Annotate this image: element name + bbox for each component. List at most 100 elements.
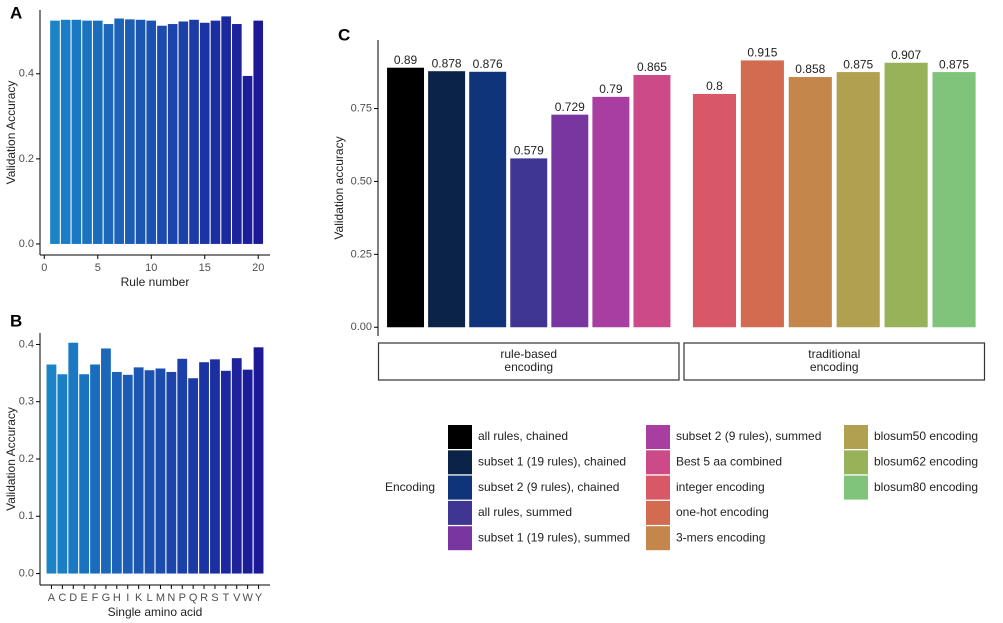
- bar: [60, 19, 71, 244]
- bar: [788, 77, 832, 328]
- bar: [633, 74, 671, 328]
- y-tick-label: 0.25: [351, 248, 372, 260]
- y-tick-label: 0.2: [19, 453, 34, 465]
- x-tick-label: E: [80, 592, 87, 604]
- facet-strip: [377, 342, 680, 381]
- y-axis-title: Validation Accuracy: [4, 81, 18, 185]
- bar: [836, 72, 880, 328]
- bar: [90, 364, 100, 574]
- bar: [57, 374, 68, 574]
- bar: [253, 347, 264, 574]
- x-tick-label: V: [233, 592, 241, 604]
- legend-key: [646, 475, 670, 500]
- legend-key: [844, 425, 868, 449]
- bar: [428, 71, 466, 328]
- bar: [103, 24, 114, 244]
- x-tick-label: Y: [255, 592, 263, 604]
- legend-key: [646, 500, 670, 525]
- bar: [210, 359, 220, 574]
- x-tick-label: 10: [145, 262, 157, 274]
- legend-key: [448, 450, 472, 475]
- bar: [50, 20, 60, 244]
- x-tick-label: I: [126, 592, 129, 604]
- legend-key: [448, 475, 472, 500]
- legend-key: [448, 425, 472, 449]
- x-tick-label: G: [102, 592, 111, 604]
- y-tick-label: 0.00: [351, 321, 372, 333]
- x-tick-label: K: [135, 592, 143, 604]
- legend-key: [844, 475, 868, 500]
- bar: [740, 60, 784, 328]
- legend-key: [646, 425, 670, 449]
- y-tick-label: 0.75: [351, 102, 372, 114]
- x-tick-label: C: [58, 592, 66, 604]
- value-label: 0.875: [939, 57, 969, 71]
- bar: [177, 358, 188, 574]
- legend-label: blosum80 encoding: [874, 480, 978, 494]
- panel-label: A: [10, 3, 22, 22]
- bar: [157, 25, 167, 244]
- bar: [469, 71, 507, 328]
- value-label: 0.875: [843, 57, 873, 71]
- bar: [220, 370, 231, 574]
- value-label: 0.579: [514, 144, 544, 158]
- legend-label: subset 2 (9 rules), chained: [478, 480, 619, 494]
- legend-label: integer encoding: [676, 480, 765, 494]
- x-axis-title: Single amino acid: [108, 605, 203, 619]
- y-tick-label: 0.4: [19, 68, 34, 80]
- bar: [232, 24, 242, 244]
- legend-key: [646, 526, 670, 551]
- facet-label: encoding: [810, 360, 859, 374]
- value-label: 0.876: [473, 57, 503, 71]
- bar: [68, 342, 79, 574]
- x-tick-label: W: [242, 592, 253, 604]
- bar: [932, 72, 976, 328]
- bar: [387, 67, 425, 328]
- legend-label: all rules, summed: [478, 505, 572, 519]
- bar: [46, 364, 57, 574]
- bar: [111, 371, 122, 574]
- y-tick-label: 0.50: [351, 175, 372, 187]
- legend-label: Best 5 aa combined: [676, 454, 782, 468]
- y-tick-label: 0.2: [19, 153, 34, 165]
- x-tick-label: N: [167, 592, 175, 604]
- bar: [101, 348, 111, 574]
- value-label: 0.89: [394, 53, 418, 67]
- value-label: 0.79: [599, 82, 623, 96]
- legend-label: blosum62 encoding: [874, 454, 978, 468]
- bar: [221, 16, 231, 244]
- x-tick-label: Q: [189, 592, 198, 604]
- x-tick-label: 5: [95, 262, 101, 274]
- facet-label: encoding: [504, 360, 553, 374]
- legend-label: 3-mers encoding: [676, 530, 765, 544]
- x-tick-label: P: [179, 592, 186, 604]
- x-tick-label: R: [200, 592, 208, 604]
- bar: [242, 369, 253, 574]
- bar: [155, 368, 166, 574]
- legend-key: [448, 500, 472, 525]
- facet-label: rule-based: [500, 347, 557, 361]
- bar: [71, 19, 82, 244]
- legend-label: blosum50 encoding: [874, 429, 978, 443]
- x-tick-label: S: [211, 592, 218, 604]
- legend-title: Encoding: [385, 480, 435, 494]
- legend-key: [844, 450, 868, 475]
- y-tick-label: 0.3: [19, 396, 34, 408]
- bar: [122, 374, 133, 574]
- facet-label: traditional: [808, 347, 860, 361]
- value-label: 0.858: [795, 62, 825, 76]
- y-axis-title: Validation accuracy: [332, 136, 346, 239]
- bar: [92, 20, 103, 244]
- value-label: 0.729: [555, 100, 585, 114]
- bar: [210, 20, 221, 244]
- legend-key: [646, 450, 670, 475]
- bar: [114, 18, 124, 244]
- bar: [199, 362, 209, 574]
- bar: [79, 374, 90, 574]
- value-label: 0.878: [432, 56, 462, 70]
- legend-label: subset 1 (19 rules), chained: [478, 454, 626, 468]
- bar: [510, 158, 548, 328]
- x-tick-label: H: [113, 592, 121, 604]
- bar: [125, 19, 135, 244]
